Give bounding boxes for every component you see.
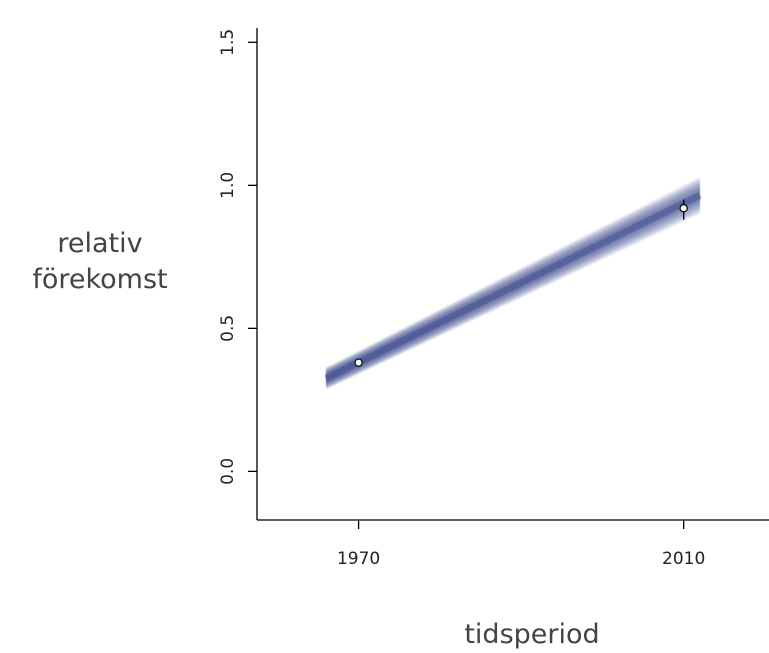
band-strand: [325, 176, 701, 370]
band-strand: [325, 206, 701, 387]
band-strand: [325, 203, 701, 386]
x-axis-title: tidsperiod: [464, 619, 599, 650]
band-strand: [325, 207, 701, 388]
data-point: [679, 204, 688, 213]
band-strand: [325, 204, 701, 386]
band-strand: [325, 185, 701, 376]
y-ticks: 0.0 0.5 1.0 1.5: [218, 29, 257, 485]
band-strand: [325, 211, 701, 390]
x-tick-label: 2010: [662, 549, 705, 569]
band-strand: [325, 205, 701, 387]
band-strand: [325, 179, 701, 372]
y-tick-label: 1.5: [218, 29, 238, 56]
band-strand: [325, 187, 701, 377]
x-tick-label: 1970: [337, 549, 380, 569]
band-strand: [325, 200, 701, 384]
band-strand: [325, 183, 701, 374]
band-strand: [325, 186, 701, 376]
band-strand: [325, 177, 701, 371]
band-strand: [325, 180, 701, 373]
data-points: [354, 199, 688, 367]
band-strand: [325, 182, 701, 374]
band-strand: [325, 184, 701, 375]
y-axis-title-line-2: förekomst: [32, 264, 167, 295]
data-point: [354, 358, 363, 367]
y-tick-label: 1.0: [218, 172, 238, 199]
confidence-band: [324, 176, 702, 390]
band-strand: [325, 201, 701, 384]
band-strand: [325, 208, 701, 389]
y-axis-title-line-1: relativ: [57, 228, 142, 259]
band-strand: [325, 178, 701, 371]
y-tick-label: 0.0: [218, 458, 238, 485]
band-strand: [325, 210, 701, 390]
band-strand: [325, 209, 701, 389]
band-strand: [325, 202, 701, 385]
y-tick-label: 0.5: [218, 315, 238, 342]
band-core: [324, 192, 702, 382]
band-strand: [325, 181, 701, 373]
x-ticks: 1970 2010: [337, 520, 705, 569]
